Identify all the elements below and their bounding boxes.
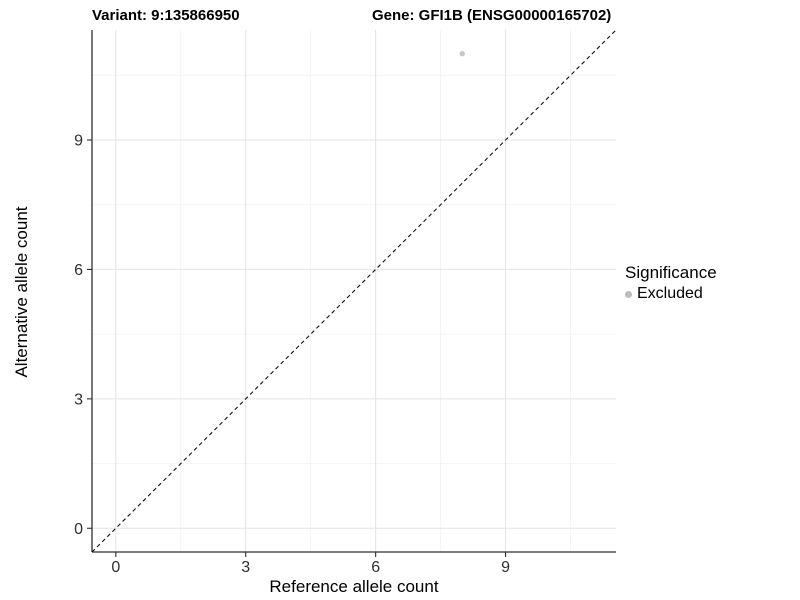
x-tick-label: 9	[501, 559, 510, 576]
x-tick-label: 6	[371, 559, 380, 576]
legend: Significance Excluded	[625, 263, 717, 303]
y-tick-label: 3	[74, 391, 83, 408]
y-tick-label: 9	[74, 133, 83, 150]
legend-title: Significance	[625, 263, 717, 282]
y-axis-title: Alternative allele count	[12, 206, 31, 378]
x-tick-label: 0	[111, 559, 120, 576]
plot-title-gene: Gene: GFI1B (ENSG00000165702)	[372, 7, 612, 24]
plot-title-variant: Variant: 9:135866950	[92, 7, 240, 24]
legend-key-dot-icon	[625, 290, 632, 298]
x-tick-label: 3	[241, 559, 250, 576]
y-tick-label: 0	[74, 521, 83, 538]
legend-entry-excluded: Excluded	[625, 285, 717, 303]
legend-entry-label: Excluded	[637, 285, 703, 302]
identity-reference-line	[91, 29, 617, 553]
y-tick-label: 6	[74, 262, 83, 279]
x-axis-title: Reference allele count	[269, 577, 439, 596]
data-point	[459, 51, 465, 57]
